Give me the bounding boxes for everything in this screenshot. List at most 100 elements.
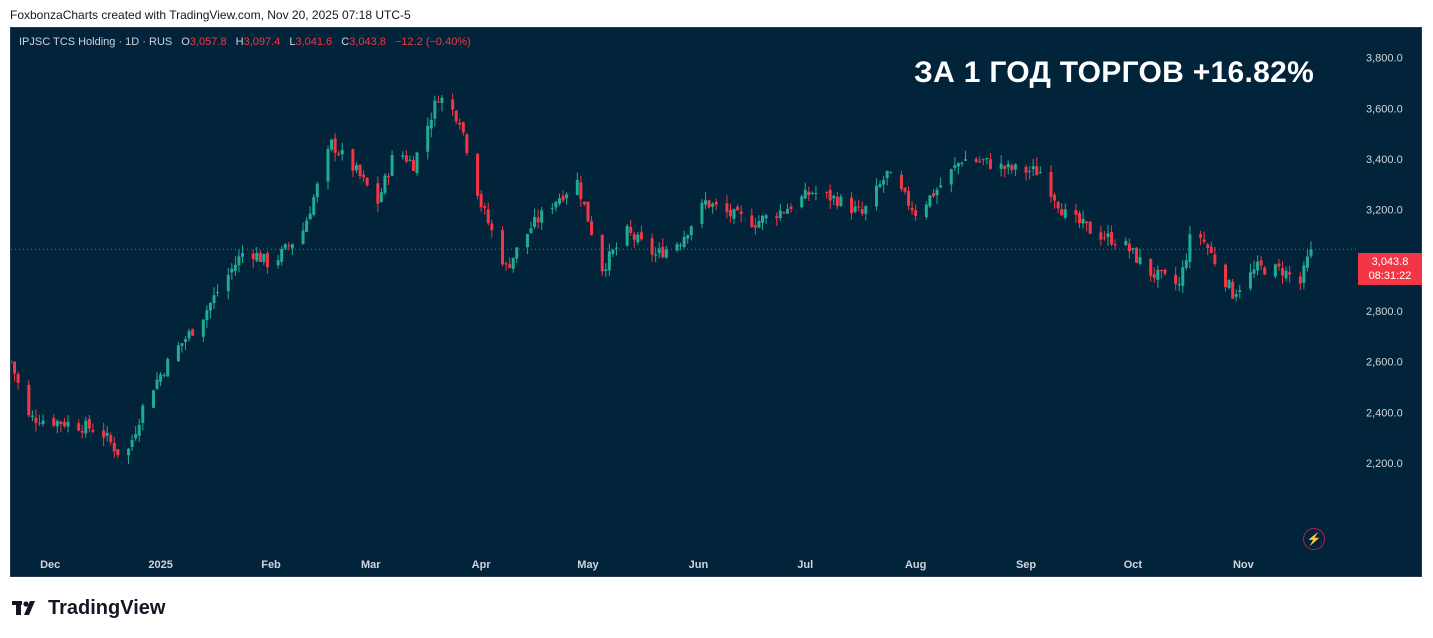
- candle-body: [679, 244, 683, 246]
- candle-body: [1181, 267, 1185, 286]
- candle-body: [501, 230, 505, 265]
- candle-body: [91, 429, 95, 432]
- x-tick-label: Jun: [689, 559, 709, 571]
- candle-body: [16, 374, 20, 383]
- candle-body: [52, 418, 56, 426]
- candle-body: [600, 234, 604, 272]
- candle-body: [910, 207, 914, 211]
- candle-body: [201, 319, 205, 337]
- candle-body: [508, 264, 512, 268]
- candle-body: [137, 424, 141, 436]
- candle-body: [258, 252, 262, 262]
- candle-body: [978, 161, 982, 163]
- x-tick-label: Apr: [472, 559, 492, 571]
- candle-body: [1010, 165, 1014, 170]
- candle-body: [1248, 272, 1252, 289]
- candle-body: [66, 421, 70, 427]
- headline-annotation: ЗА 1 ГОД ТОРГОВ +16.82%: [914, 56, 1315, 89]
- candle-body: [885, 170, 889, 178]
- y-tick-label: 2,800.0: [1366, 306, 1403, 318]
- candle-body: [184, 339, 188, 342]
- candle-body: [988, 159, 992, 169]
- legend-close-value: 3,043.8: [349, 36, 386, 48]
- legend-high-label: H: [235, 36, 244, 48]
- candle-body: [636, 234, 640, 243]
- candle-body: [80, 431, 84, 433]
- candle-body: [832, 195, 836, 199]
- candle-body: [166, 358, 170, 377]
- candle-body: [11, 361, 13, 363]
- candle-body: [340, 149, 344, 155]
- tradingview-logo[interactable]: TradingView: [12, 596, 165, 620]
- legend-symbol[interactable]: IPJSC TCS Holding · 1D · RUS: [19, 36, 173, 48]
- candle-body: [839, 196, 843, 206]
- candle-body: [607, 251, 611, 271]
- candle-body: [956, 163, 960, 167]
- x-tick-label: May: [577, 559, 599, 571]
- lightning-icon[interactable]: ⚡: [1303, 528, 1325, 550]
- candle-body: [358, 164, 362, 176]
- candle-body: [159, 374, 163, 382]
- candle-body: [864, 206, 868, 214]
- candle-body: [151, 390, 155, 408]
- candle-body: [1102, 237, 1106, 239]
- last-price-tag: 3,043.8 08:31:22: [1358, 253, 1422, 285]
- candle-body: [964, 159, 968, 161]
- candle-body: [1288, 272, 1292, 275]
- candle-body: [974, 159, 978, 162]
- candle-body: [426, 125, 430, 152]
- candle-body: [283, 244, 287, 249]
- candle-body: [312, 197, 316, 215]
- candle-body: [810, 192, 814, 194]
- candle-body: [1252, 269, 1256, 274]
- candle-body: [112, 442, 116, 452]
- candle-body: [280, 248, 284, 262]
- candle-body: [37, 423, 41, 425]
- candle-body: [315, 183, 319, 198]
- candle-body: [454, 110, 458, 122]
- candle-body: [1302, 265, 1306, 283]
- candle-body: [533, 216, 537, 227]
- candle-body: [337, 153, 341, 155]
- candle-body: [1138, 257, 1142, 264]
- last-price-value: 3,043.8: [1371, 256, 1409, 268]
- chart-canvas[interactable]: 3,800.03,600.03,400.03,200.03,000.02,800…: [11, 28, 1421, 576]
- candle-body: [1024, 166, 1028, 173]
- candle-body: [1227, 280, 1231, 289]
- candle-body: [1209, 246, 1213, 253]
- candle-body: [753, 225, 757, 228]
- candle-body: [483, 206, 487, 209]
- candle-body: [290, 244, 294, 249]
- candle-body: [711, 203, 715, 207]
- candle-body: [1085, 221, 1089, 224]
- candle-body: [785, 208, 789, 214]
- candle-body: [1213, 254, 1217, 264]
- candle-body: [757, 221, 761, 228]
- candle-body: [629, 226, 633, 233]
- candle-body: [379, 192, 383, 202]
- legend-open-value: 3,057.8: [189, 36, 227, 48]
- candle-body: [237, 256, 241, 266]
- candle-body: [661, 246, 665, 258]
- legend-change: −12.2 (−0.40%): [394, 36, 471, 48]
- candle-body: [105, 432, 109, 436]
- candle-body: [725, 203, 729, 212]
- legend-low-value: 3,041.6: [295, 36, 333, 48]
- candle-body: [1149, 258, 1153, 276]
- legend-close-label: C: [341, 36, 350, 48]
- candle-body: [999, 163, 1003, 169]
- chart-panel[interactable]: 3,800.03,600.03,400.03,200.03,000.02,800…: [10, 27, 1422, 577]
- candle-body: [1309, 249, 1313, 257]
- y-tick-label: 2,600.0: [1366, 357, 1403, 369]
- candle-body: [850, 197, 854, 214]
- candle-body: [27, 384, 31, 416]
- candle-body: [707, 200, 711, 208]
- x-tick-label: Sep: [1016, 559, 1036, 571]
- candle-body: [1124, 240, 1128, 246]
- candle-body: [130, 439, 134, 447]
- candle-body: [1099, 232, 1103, 240]
- candle-body: [1060, 209, 1064, 216]
- candle-body: [814, 192, 818, 194]
- candle-body: [1256, 261, 1260, 271]
- candle-body: [828, 189, 832, 201]
